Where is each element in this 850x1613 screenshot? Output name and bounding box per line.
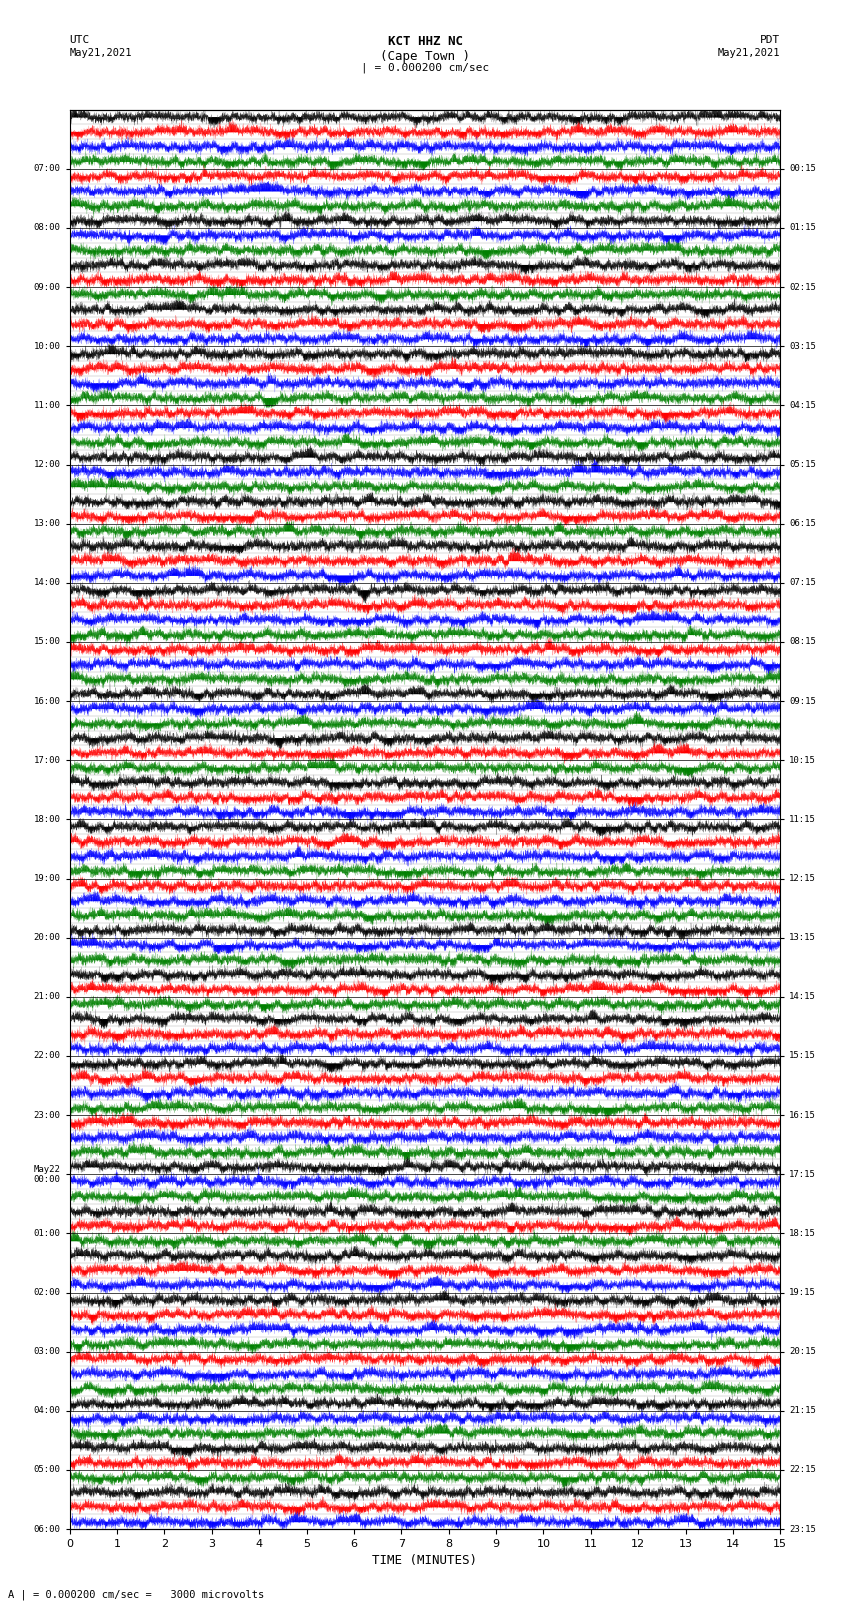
Text: May21,2021: May21,2021: [70, 48, 133, 58]
Text: | = 0.000200 cm/sec: | = 0.000200 cm/sec: [361, 63, 489, 74]
Text: May21,2021: May21,2021: [717, 48, 780, 58]
Text: KCT HHZ NC: KCT HHZ NC: [388, 35, 462, 48]
Text: UTC: UTC: [70, 35, 90, 45]
X-axis label: TIME (MINUTES): TIME (MINUTES): [372, 1555, 478, 1568]
Text: A | = 0.000200 cm/sec =   3000 microvolts: A | = 0.000200 cm/sec = 3000 microvolts: [8, 1589, 264, 1600]
Text: PDT: PDT: [760, 35, 780, 45]
Text: (Cape Town ): (Cape Town ): [380, 50, 470, 63]
